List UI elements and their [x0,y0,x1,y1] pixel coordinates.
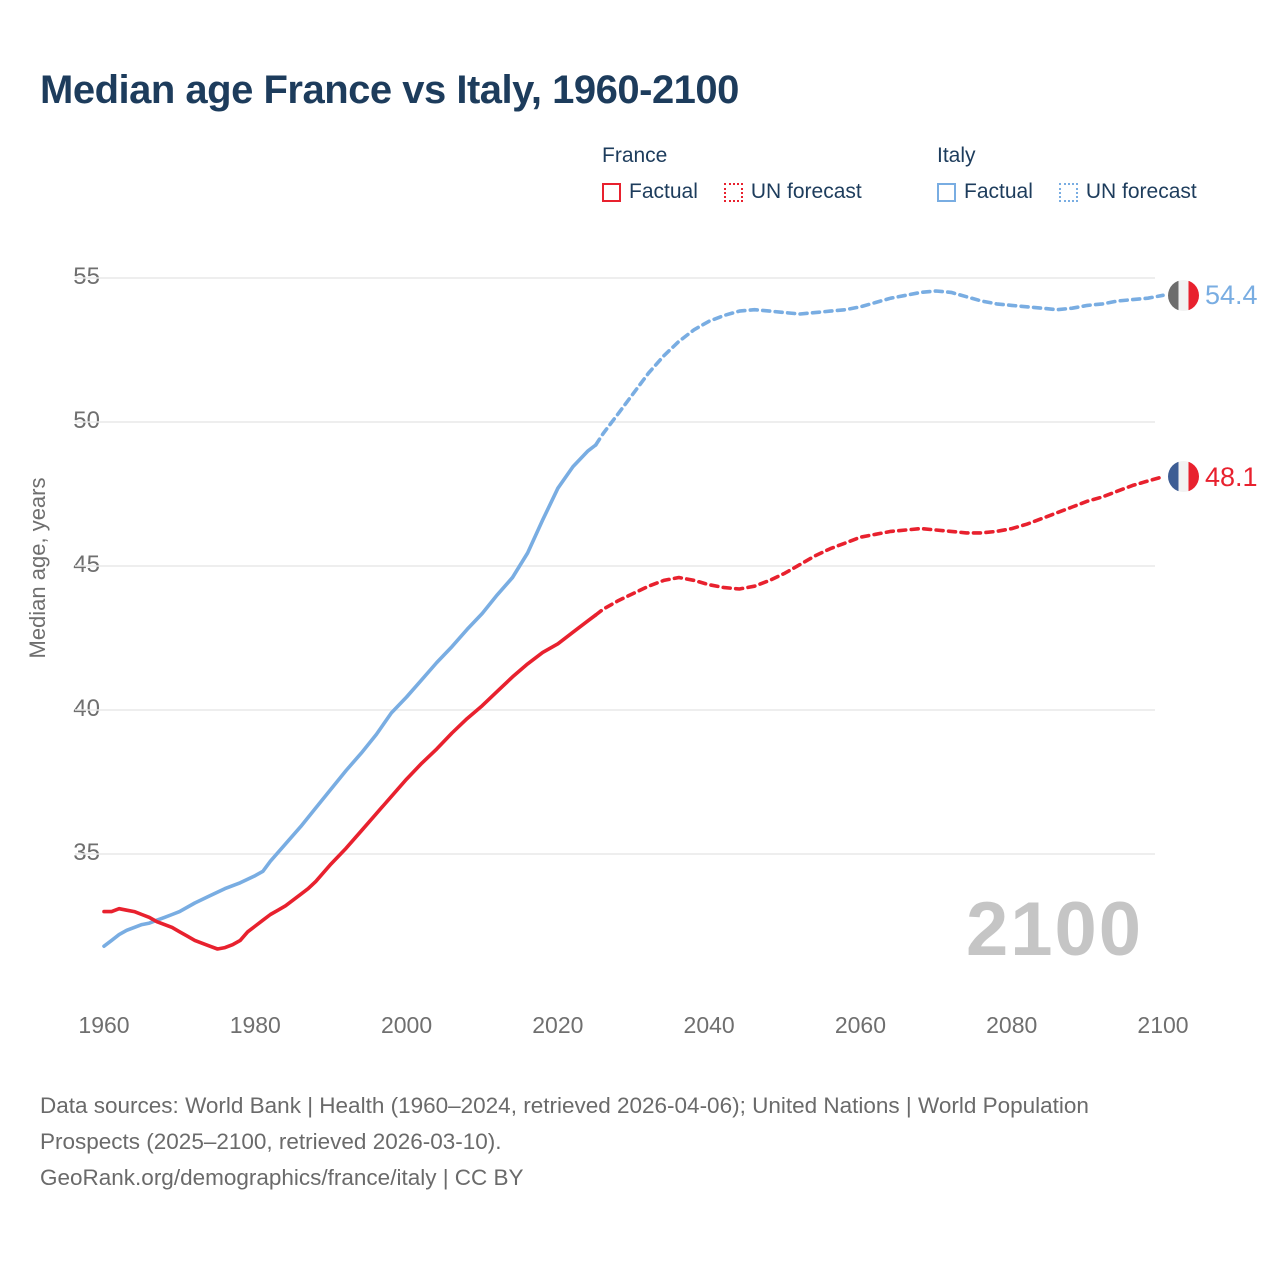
y-tick-label: 40 [73,695,100,722]
x-tick-label: 2060 [834,1012,886,1038]
legend-group-france: France Factual UN forecast [602,144,862,204]
france-flag-icon [1167,461,1199,493]
x-tick-label: 2040 [683,1012,735,1038]
chart-title: Median age France vs Italy, 1960-2100 [40,68,739,112]
france-factual-swatch-icon [602,182,621,202]
series-italy-factual [102,443,598,949]
france-forecast-swatch-icon [723,182,743,202]
legend-group-italy: Italy Factual UN forecast [937,144,1197,204]
x-tick-label: 1960 [78,1012,130,1038]
legend-italy-items: Factual UN forecast [937,180,1197,204]
series-france-factual [102,613,598,951]
y-tick-label: 45 [73,551,100,578]
legend-france-label: France [602,144,668,167]
legend-item-italy-forecast: UN forecast [1058,180,1197,204]
x-tick-label: 2020 [532,1012,584,1038]
series-italy-un-forecast [593,289,1165,447]
france-end-value: 48.1 [1205,461,1258,492]
legend-item-france-forecast: UN forecast [723,180,862,204]
x-tick-label: 2000 [380,1012,433,1038]
y-tick-label: 50 [73,407,100,434]
italy-forecast-label: UN forecast [1085,180,1197,203]
y-tick-label: 35 [73,839,100,866]
x-tick-label: 1980 [229,1012,281,1038]
france-factual-label: Factual [629,180,698,203]
france-forecast-label: UN forecast [750,180,862,203]
y-tick-label: 55 [73,263,100,290]
plot-area [75,277,1165,951]
data-sources-text: Data sources: World Bank | Health (1960–… [40,1093,1089,1154]
legend-item-france-factual: Factual [602,180,698,204]
x-tick-label: 2080 [986,1012,1038,1038]
legend-france-items: Factual UN forecast [602,180,862,204]
italy-end-value: 54.4 [1205,280,1258,311]
italy-factual-swatch-icon [937,182,956,202]
x-tick-label: 2100 [1137,1012,1189,1038]
italy-forecast-swatch-icon [1058,182,1078,202]
attribution-text: GeoRank.org/demographics/france/italy | … [40,1165,524,1190]
legend-italy-label: Italy [937,144,976,167]
legend-item-italy-factual: Factual [937,180,1033,204]
series-france-un-forecast [593,474,1165,617]
italy-flag-icon [1167,279,1199,311]
year-watermark: 2100 [966,887,1144,972]
footer: Data sources: World Bank | Health (1960–… [40,1088,1160,1196]
italy-factual-label: Factual [964,180,1033,203]
